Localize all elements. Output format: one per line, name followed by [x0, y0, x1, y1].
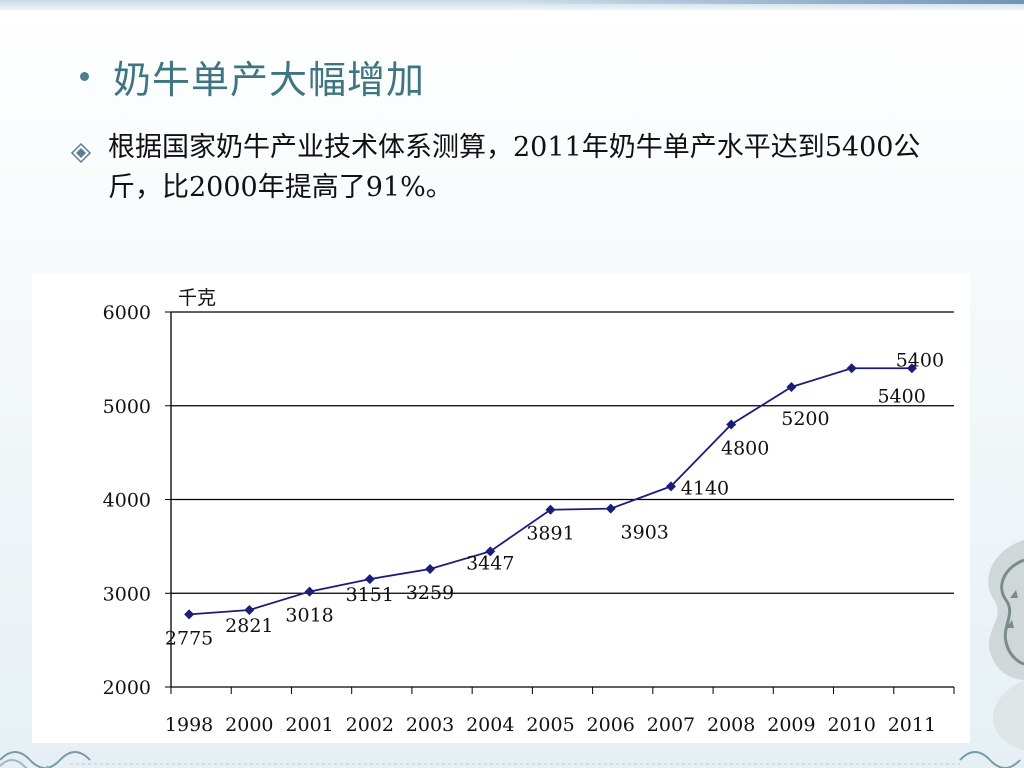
x-tick-label: 2009 [767, 714, 815, 736]
y-tick-label: 2000 [103, 677, 151, 699]
x-tick-label: 2007 [647, 714, 695, 736]
slide-title-row: 奶牛单产大幅增加 [80, 50, 425, 102]
data-value-label: 4140 [681, 477, 729, 499]
data-point-marker [786, 382, 797, 392]
grid-layer [171, 311, 954, 594]
y-tick-label: 5000 [103, 396, 151, 418]
x-tick-label: 2006 [587, 714, 635, 736]
data-value-label: 3259 [406, 582, 454, 604]
x-tick-label: 2010 [827, 714, 875, 736]
data-point-marker [605, 503, 616, 514]
x-tick-label: 2011 [888, 714, 936, 736]
data-point-marker [726, 419, 737, 430]
top-decor-accent [510, 0, 1024, 4]
x-tick-label: 2008 [707, 714, 755, 736]
x-tick-label: 2004 [466, 714, 514, 736]
data-value-label: 5400 [877, 385, 925, 407]
x-tick-label: 1998 [165, 714, 213, 736]
slide-paragraph-row: 根据国家奶牛产业技术体系测算，2011年奶牛单产水平达到5400公斤，比2000… [70, 128, 970, 208]
data-value-label: 5400 [896, 349, 944, 371]
slide-paragraph: 根据国家奶牛产业技术体系测算，2011年奶牛单产水平达到5400公斤，比2000… [108, 132, 921, 203]
wave-pattern-decor [0, 751, 1021, 768]
diamond-bullet-icon [70, 142, 92, 164]
x-tick-label: 2001 [285, 714, 333, 736]
y-tick-label: 3000 [103, 583, 151, 605]
data-point-marker [364, 574, 375, 585]
top-decor-band [0, 0, 1024, 10]
data-value-label: 3447 [466, 552, 514, 574]
data-point-marker [846, 363, 857, 374]
data-value-label: 3903 [621, 522, 669, 544]
data-point-marker [665, 481, 676, 492]
y-tick-label: 4000 [103, 490, 151, 512]
data-point-marker [304, 586, 315, 597]
x-tick-label: 2005 [526, 714, 574, 736]
data-value-label: 3018 [285, 605, 333, 627]
chart-svg: 2000 3000 4000 5000 6000 1998 2000 2001 2002 2003… [103, 287, 955, 736]
y-axis-unit-label: 千克 [178, 287, 216, 309]
data-value-label: 5200 [781, 408, 829, 430]
axis-layer: 2000 3000 4000 5000 6000 1998 2000 2001 2002 2003… [103, 302, 955, 736]
x-tick-label: 2000 [225, 714, 273, 736]
x-tick-label: 2002 [346, 714, 394, 736]
dragon-ornament-decor [988, 540, 1024, 750]
slide-title: 奶牛单产大幅增加 [113, 57, 426, 102]
data-point-marker [425, 563, 436, 574]
x-tick-label: 2003 [406, 714, 454, 736]
data-value-label: 3891 [526, 523, 574, 545]
data-point-marker [545, 504, 556, 515]
data-value-label: 2775 [165, 627, 213, 649]
yield-line-chart: 2000 3000 4000 5000 6000 1998 2000 2001 2002 2003… [32, 273, 970, 743]
data-point-marker [906, 363, 917, 374]
title-bullet-dot [80, 71, 89, 81]
series-layer: 2775 2821 3018 3151 3259 3447 3891 3903 4140 4800… [165, 349, 944, 649]
data-point-marker [485, 546, 496, 557]
data-point-marker [244, 605, 255, 616]
data-point-marker [184, 609, 195, 620]
data-value-label: 4800 [721, 438, 769, 460]
y-tick-label: 6000 [103, 302, 151, 324]
data-value-label: 2821 [225, 615, 273, 637]
data-value-label: 3151 [346, 584, 394, 606]
